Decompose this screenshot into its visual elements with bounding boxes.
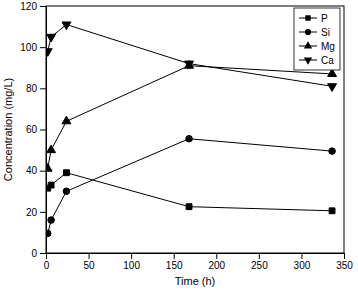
x-tick: 0 xyxy=(44,253,50,271)
series-marker xyxy=(185,61,194,69)
y-tick-mark xyxy=(40,212,46,213)
y-tick: 100 xyxy=(20,42,46,53)
x-tick-label: 200 xyxy=(208,260,225,271)
y-tick: 120 xyxy=(20,1,46,12)
series-marker xyxy=(62,116,71,124)
y-tick-label: 0 xyxy=(31,248,37,259)
series-marker xyxy=(63,188,70,195)
series-marker xyxy=(186,135,193,142)
chart: 0 50 100 150 200 250 300 350 0 20 40 60 80 100 120 P Si M… xyxy=(0,0,358,291)
legend-label: Si xyxy=(321,27,330,38)
x-tick: 350 xyxy=(336,253,353,271)
legend-marker xyxy=(304,58,312,65)
legend-marker xyxy=(305,29,311,35)
x-tick: 100 xyxy=(123,253,140,271)
x-tick-label: 300 xyxy=(294,260,311,271)
y-tick-mark xyxy=(40,171,46,172)
series-marker xyxy=(46,49,52,57)
series-line xyxy=(48,173,332,211)
series-marker xyxy=(329,208,335,214)
data-marks xyxy=(46,22,337,237)
legend-marker xyxy=(304,41,312,48)
y-tick-label: 60 xyxy=(26,124,38,135)
x-tick-mark xyxy=(216,253,217,259)
y-tick-label: 100 xyxy=(20,42,37,53)
y-axis-line xyxy=(46,7,47,254)
series-marker xyxy=(186,204,192,210)
legend-marker xyxy=(305,15,310,20)
x-tick-mark xyxy=(301,253,302,259)
y-tick: 80 xyxy=(26,83,46,94)
series-marker xyxy=(329,148,336,155)
y-tick: 40 xyxy=(26,165,46,176)
y-tick-label: 20 xyxy=(26,207,38,218)
x-tick-mark xyxy=(259,253,260,259)
x-tick-label: 250 xyxy=(251,260,268,271)
x-tick: 250 xyxy=(251,253,268,271)
series-line xyxy=(48,66,332,169)
x-tick-label: 150 xyxy=(166,260,183,271)
x-axis: 0 50 100 150 200 250 300 350 xyxy=(44,253,354,271)
y-tick: 0 xyxy=(31,248,46,259)
series-marker xyxy=(328,84,337,92)
x-tick-label: 100 xyxy=(123,260,140,271)
y-axis-title: Concentration (mg/L) xyxy=(2,78,14,181)
x-tick-mark xyxy=(131,253,132,259)
series-line xyxy=(48,139,332,234)
x-axis-title: Time (h) xyxy=(175,275,216,287)
y-tick-mark xyxy=(40,47,46,48)
series-marker xyxy=(62,22,71,30)
y-axis: 0 20 40 60 80 100 120 xyxy=(20,1,46,259)
legend-box xyxy=(294,8,340,70)
series-marker xyxy=(48,217,55,224)
x-tick-label: 50 xyxy=(84,260,96,271)
x-tick-mark xyxy=(46,253,47,259)
x-tick: 50 xyxy=(84,253,96,271)
legend-label: P xyxy=(321,13,328,24)
series-marker xyxy=(48,182,54,188)
y-tick-label: 120 xyxy=(20,1,37,12)
y-tick-mark xyxy=(40,6,46,7)
x-tick-label: 350 xyxy=(336,260,353,271)
x-axis-line xyxy=(47,253,345,254)
legend-label: Ca xyxy=(321,55,334,66)
y-tick-mark xyxy=(40,88,46,89)
x-tick: 300 xyxy=(294,253,311,271)
legend: P Si Mg Ca xyxy=(294,8,340,70)
x-tick: 150 xyxy=(166,253,183,271)
x-tick-label: 0 xyxy=(44,260,50,271)
y-tick: 20 xyxy=(26,207,46,218)
x-tick-mark xyxy=(174,253,175,259)
y-tick-label: 80 xyxy=(26,83,38,94)
series-line xyxy=(48,25,332,87)
series-marker xyxy=(47,34,56,42)
series-marker xyxy=(64,170,70,176)
series-marker xyxy=(47,145,56,153)
plot: 0 50 100 150 200 250 300 350 0 20 40 60 80 100 120 P Si M… xyxy=(20,1,353,271)
y-tick-mark xyxy=(40,253,46,254)
series-marker xyxy=(46,163,52,171)
x-tick-mark xyxy=(89,253,90,259)
x-tick-mark xyxy=(344,253,345,259)
series-marker xyxy=(46,230,51,237)
legend-label: Mg xyxy=(321,41,335,52)
plot-frame xyxy=(46,6,344,253)
y-tick: 60 xyxy=(26,124,46,135)
y-tick-mark xyxy=(40,130,46,131)
x-tick: 200 xyxy=(208,253,225,271)
y-tick-label: 40 xyxy=(26,165,38,176)
